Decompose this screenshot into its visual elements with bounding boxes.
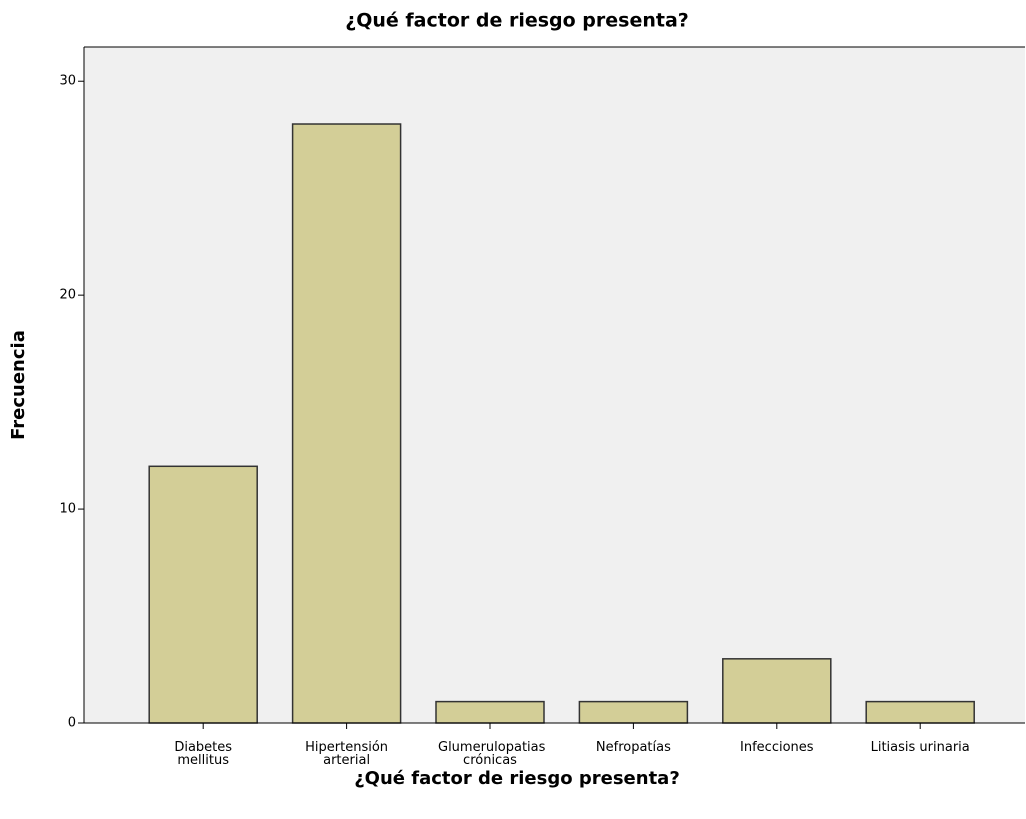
y-tick-label: 0 xyxy=(68,716,76,731)
bar xyxy=(578,700,689,724)
x-axis-title: ¿Qué factor de riesgo presenta? xyxy=(354,768,680,789)
x-tick-label: Glumerulopatias crónicas xyxy=(438,740,546,768)
x-tick-label: Nefropatías xyxy=(595,740,671,755)
y-tick-label: 30 xyxy=(59,74,76,89)
x-tick-label: Infecciones xyxy=(740,740,814,755)
x-tick-label: Hipertensión arterial xyxy=(305,740,389,768)
bar xyxy=(148,465,258,724)
bar xyxy=(865,700,975,724)
y-tick-label: 20 xyxy=(59,288,76,303)
bar xyxy=(291,123,402,724)
bar xyxy=(722,658,832,724)
bar xyxy=(435,700,545,724)
x-tick-label: Diabetes mellitus xyxy=(174,740,233,768)
y-axis-title: Frecuencia xyxy=(8,330,29,440)
chart-title: ¿Qué factor de riesgo presenta? xyxy=(345,10,689,32)
y-tick-label: 10 xyxy=(59,502,76,517)
x-tick-label: Litiasis urinaria xyxy=(870,740,970,755)
